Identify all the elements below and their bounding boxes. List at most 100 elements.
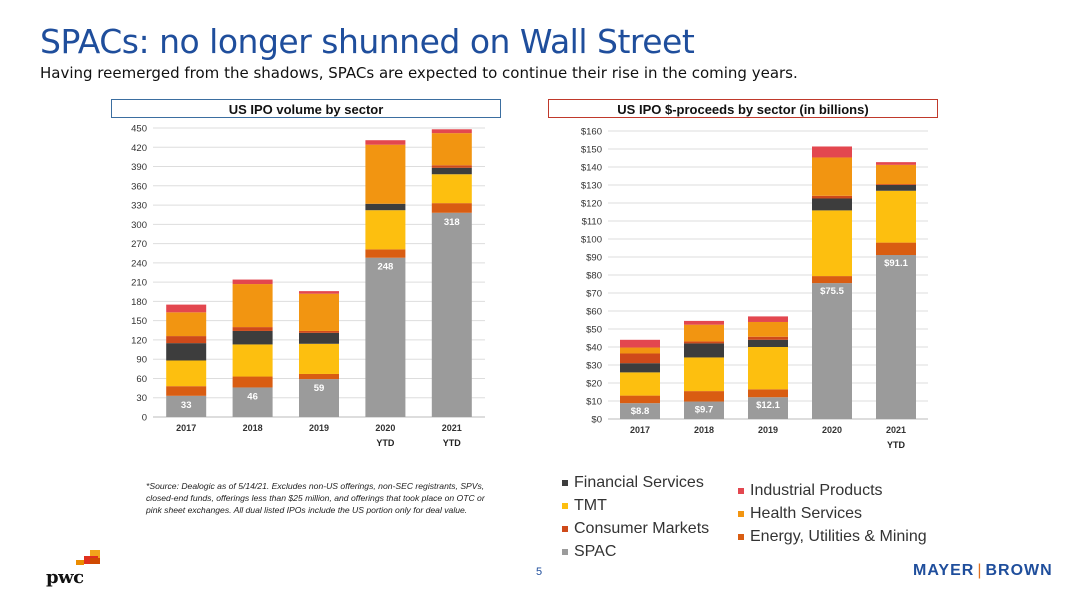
- logo-separator: |: [977, 562, 983, 579]
- bar-segment-consumer-markets: [748, 336, 788, 340]
- bar-segment-health-services: [812, 157, 852, 196]
- bar-segment-energy-utilities-mining: [812, 276, 852, 284]
- y-tick-label: $120: [581, 199, 602, 210]
- bar-segment-spac: [812, 283, 852, 419]
- bar-segment-financial-services: [299, 332, 339, 344]
- bar-segment-health-services: [620, 347, 660, 354]
- bar-segment-industrial-products: [232, 279, 273, 285]
- bar-segment-consumer-markets: [620, 353, 660, 364]
- bar-segment-spac: [232, 387, 273, 417]
- bar-segment-financial-services: [166, 343, 207, 361]
- y-tick-label: 150: [131, 316, 147, 327]
- bar-segment-industrial-products: [876, 162, 916, 165]
- bar-segment-spac: [299, 379, 339, 417]
- bar-segment-financial-services: [812, 198, 852, 211]
- y-tick-label: 60: [136, 374, 147, 385]
- legend-label: Financial Services: [574, 474, 704, 491]
- y-tick-label: $110: [582, 217, 602, 228]
- y-tick-label: 120: [131, 335, 147, 346]
- bar-segment-industrial-products: [684, 320, 724, 325]
- y-tick-label: 240: [131, 258, 147, 269]
- y-tick-label: $140: [581, 163, 602, 174]
- spac-data-label: 46: [247, 391, 258, 402]
- bar-segment-tmt: [620, 372, 660, 396]
- bar-segment-industrial-products: [431, 129, 472, 134]
- bar-segment-health-services: [684, 324, 724, 342]
- bar-segment-financial-services: [232, 330, 273, 345]
- bar-segment-spac: [748, 397, 788, 419]
- bar-segment-health-services: [232, 284, 273, 328]
- bar-segment-consumer-markets: [232, 327, 273, 331]
- bar-segment-industrial-products: [166, 304, 207, 313]
- y-tick-label: 420: [131, 143, 147, 154]
- x-tick-label: 2018: [243, 423, 263, 433]
- bar-segment-energy-utilities-mining: [232, 376, 273, 388]
- pwc-logo-mark: [76, 550, 100, 565]
- x-tick-label: 2017: [630, 425, 650, 435]
- volume-chart-title: US IPO volume by sector: [111, 99, 501, 118]
- y-tick-label: $130: [581, 181, 602, 192]
- bar-segment-tmt: [166, 360, 207, 387]
- spac-data-label: 318: [444, 217, 460, 228]
- y-tick-label: 360: [131, 181, 147, 192]
- bar-segment-spac: [620, 403, 660, 419]
- y-tick-label: 270: [131, 239, 147, 250]
- legend-swatch: [738, 488, 744, 494]
- spac-data-label: 33: [181, 400, 192, 411]
- y-tick-label: $20: [586, 379, 602, 390]
- legend-item-energy-utilities-mining: Energy, Utilities & Mining: [738, 528, 927, 546]
- bar-segment-industrial-products: [812, 146, 852, 158]
- legend-label: Health Services: [750, 505, 863, 522]
- y-tick-label: $70: [586, 289, 602, 300]
- bar-segment-spac: [684, 401, 724, 419]
- legend-label: SPAC: [574, 543, 617, 560]
- spac-data-label: $12.1: [756, 400, 780, 411]
- bar-segment-energy-utilities-mining: [431, 203, 472, 213]
- bar-segment-consumer-markets: [431, 165, 472, 168]
- y-tick-label: 210: [131, 278, 147, 289]
- page-subtitle: Having reemerged from the shadows, SPACs…: [40, 64, 798, 82]
- bar-segment-spac: [166, 395, 207, 417]
- x-tick-label: 2020: [822, 425, 842, 435]
- legend-item-financial-services: Financial Services: [562, 474, 704, 492]
- pwc-logo: pwc: [46, 550, 116, 590]
- bar-segment-tmt: [748, 347, 788, 390]
- bar-segment-tmt: [365, 210, 406, 250]
- x-tick-label: 2019: [309, 423, 329, 433]
- logo-word-right: BROWN: [985, 562, 1053, 579]
- bar-segment-spac: [431, 212, 472, 417]
- bar-segment-energy-utilities-mining: [684, 391, 724, 402]
- x-tick-label: 2021: [442, 423, 462, 433]
- bar-segment-health-services: [431, 133, 472, 166]
- bar-segment-industrial-products: [299, 291, 339, 294]
- y-tick-label: $80: [586, 271, 602, 282]
- bar-segment-consumer-markets: [684, 341, 724, 344]
- y-tick-label: $90: [586, 253, 602, 264]
- bar-segment-health-services: [748, 321, 788, 337]
- y-tick-label: $50: [586, 325, 602, 336]
- x-tick-label: 2018: [694, 425, 714, 435]
- bar-segment-industrial-products: [365, 140, 406, 145]
- y-tick-label: 0: [142, 413, 147, 424]
- bar-segment-tmt: [431, 174, 472, 204]
- bar-segment-tmt: [876, 190, 916, 243]
- bar-segment-spac: [876, 255, 916, 419]
- page-number: 5: [536, 566, 543, 578]
- legend-item-health-services: Health Services: [738, 505, 862, 523]
- spac-data-label: $8.8: [631, 406, 650, 417]
- bar-segment-spac: [365, 257, 406, 417]
- bar-segment-energy-utilities-mining: [620, 395, 660, 404]
- x-tick-label: 2021: [886, 425, 906, 435]
- y-tick-label: 390: [131, 162, 147, 173]
- x-tick-sublabel: YTD: [376, 438, 395, 448]
- bar-segment-tmt: [684, 357, 724, 392]
- bar-segment-health-services: [166, 312, 207, 337]
- legend-label: Energy, Utilities & Mining: [750, 528, 927, 545]
- spac-data-label: 59: [314, 383, 325, 394]
- y-tick-label: $40: [586, 343, 602, 354]
- y-tick-label: 330: [131, 201, 147, 212]
- y-tick-label: 90: [136, 355, 147, 366]
- x-tick-label: 2020: [375, 423, 395, 433]
- legend-swatch: [562, 480, 568, 486]
- y-tick-label: 450: [131, 124, 147, 135]
